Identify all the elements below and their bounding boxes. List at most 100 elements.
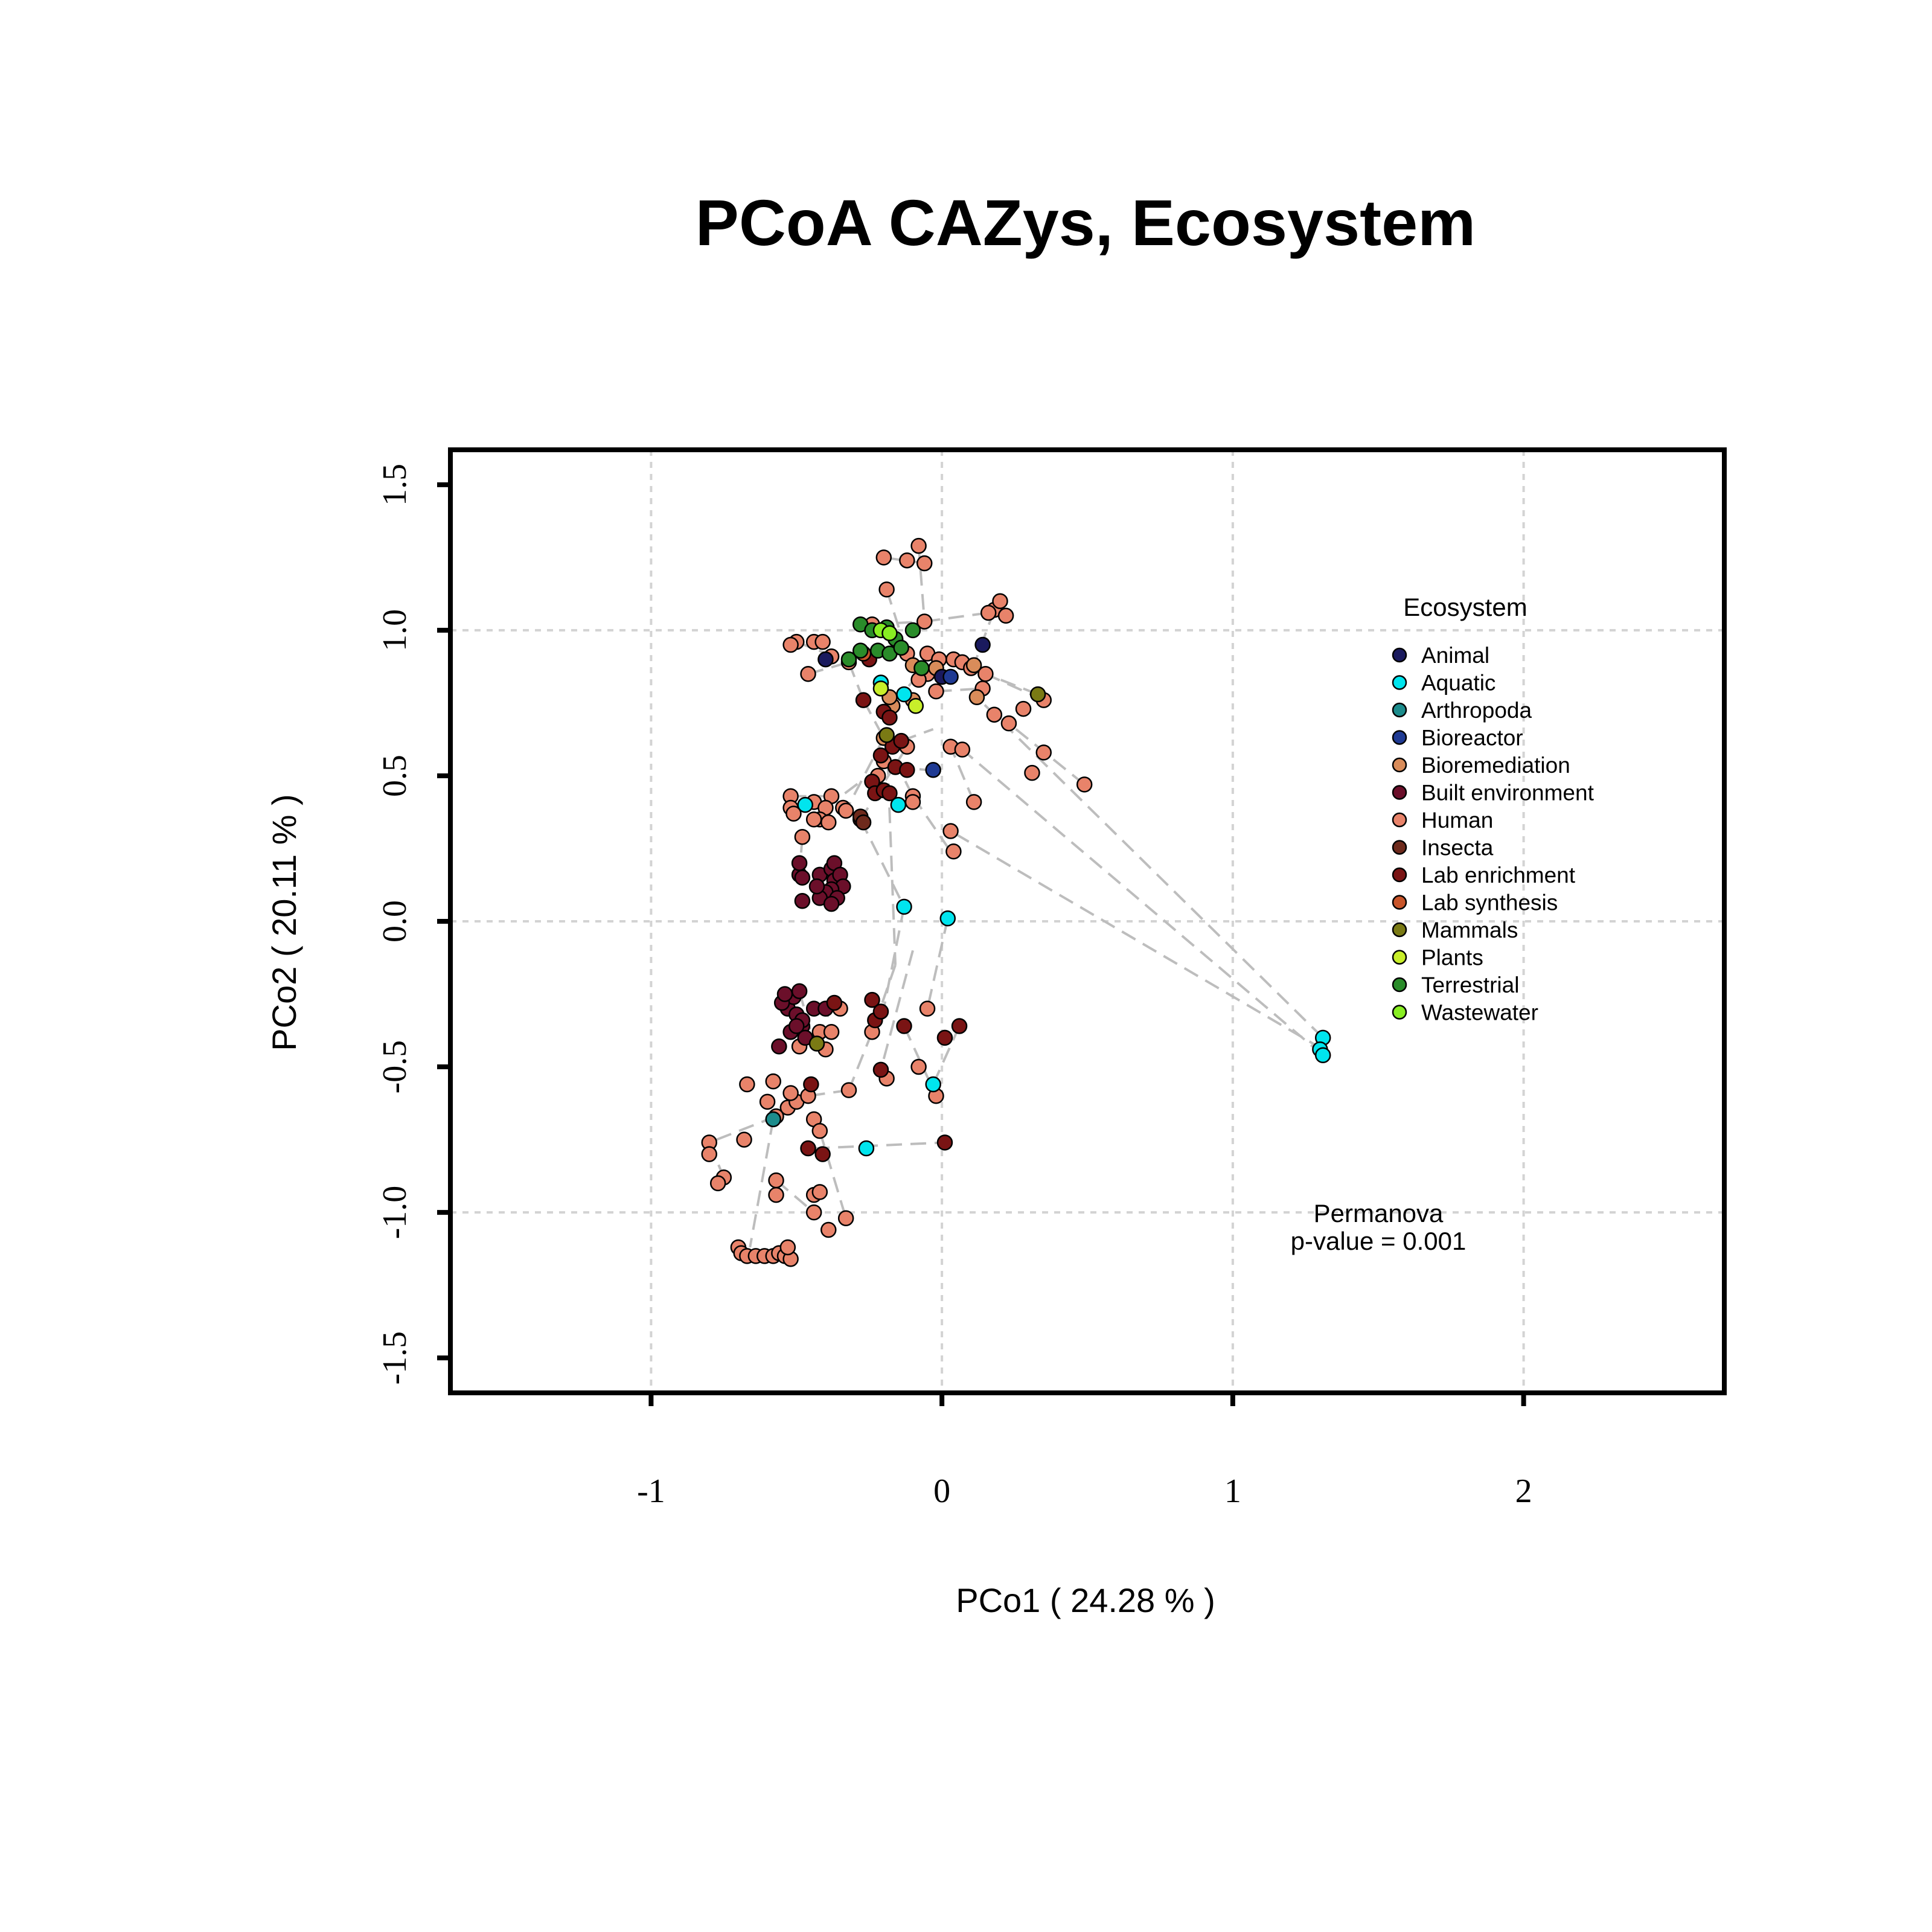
y-axis: -1.5 -1.0 -0.5 0.0 0.5 1.0 1.5 [376, 464, 453, 1385]
legend-label: Wastewater [1421, 1000, 1538, 1025]
data-point [1314, 1047, 1331, 1064]
legend-label: Mammals [1421, 918, 1518, 942]
data-point [811, 1184, 828, 1200]
y-tick-label: -1.5 [376, 1331, 414, 1385]
data-point [968, 689, 985, 706]
data-point [794, 893, 811, 909]
data-point [1029, 686, 1046, 703]
legend-swatch [1392, 757, 1407, 773]
legend-swatch [1392, 785, 1407, 800]
connector-segment [880, 950, 914, 1070]
p-value-label: p-value = 0.001 [1291, 1227, 1467, 1255]
data-point [904, 622, 921, 639]
data-point [701, 1146, 717, 1162]
data-point [899, 552, 915, 569]
data-point [840, 651, 857, 668]
data-point [936, 1029, 953, 1046]
data-point [878, 727, 895, 743]
data-point [899, 762, 915, 778]
data-point [826, 994, 843, 1011]
data-point [797, 796, 813, 813]
data-point [837, 1210, 854, 1226]
x-tick-label: 2 [1515, 1473, 1532, 1510]
data-point [881, 625, 898, 641]
legend-label: Terrestrial [1421, 973, 1519, 997]
data-point [881, 785, 898, 802]
data-point [942, 823, 959, 839]
permanova-label: Permanova [1314, 1199, 1444, 1227]
data-point [800, 1140, 816, 1157]
data-point [997, 607, 1014, 624]
x-axis-label: PCo1 ( 24.28 % ) [956, 1581, 1215, 1619]
data-point [945, 843, 962, 860]
data-point [942, 668, 959, 685]
legend-swatch [1392, 867, 1407, 883]
data-point [768, 1172, 784, 1189]
y-tick-label: -1.0 [376, 1186, 414, 1239]
data-point [878, 581, 895, 598]
data-point [820, 814, 837, 831]
data-point [779, 1239, 796, 1256]
data-point [907, 697, 924, 714]
connector-segment [859, 746, 909, 820]
data-point [788, 1018, 805, 1034]
connector-segment [950, 830, 1324, 1051]
data-point [992, 593, 1008, 609]
data-point [785, 805, 802, 822]
data-point [837, 802, 854, 819]
legend-label: Human [1421, 808, 1493, 833]
connector-segment [709, 1115, 777, 1144]
legend-label: Animal [1421, 643, 1489, 668]
data-point [980, 604, 997, 621]
legend-label: Bioreactor [1421, 726, 1523, 750]
legend-swatch [1392, 647, 1407, 663]
connector-segment [775, 1179, 815, 1214]
data-point [893, 732, 909, 749]
legend-label: Insecta [1421, 836, 1494, 860]
data-point [808, 878, 825, 895]
legend-swatch [1392, 895, 1407, 910]
connector-segment [961, 749, 1324, 1057]
data-point [1076, 776, 1093, 793]
legend-label: Lab enrichment [1421, 863, 1576, 888]
data-point [811, 1122, 828, 1139]
connector-segment [949, 746, 975, 803]
data-point [872, 680, 889, 697]
data-point [768, 1186, 784, 1203]
data-point [820, 1221, 837, 1238]
legend-swatch [1392, 812, 1407, 828]
data-point [852, 642, 869, 659]
data-point [765, 1111, 781, 1128]
data-point [904, 794, 921, 810]
connector-segment [814, 1141, 945, 1150]
data-point [913, 660, 930, 676]
connector-segment [932, 1025, 961, 1085]
connector-segment [924, 611, 989, 623]
data-point [1035, 744, 1052, 761]
y-tick-label: -0.5 [376, 1040, 414, 1094]
y-tick-label: 1.0 [376, 609, 414, 651]
legend-swatch [1392, 950, 1407, 965]
connector-segment [926, 918, 949, 1009]
data-point [896, 1018, 912, 1034]
x-tick-label: 1 [1224, 1473, 1241, 1510]
data-point [805, 811, 822, 828]
legend-swatch [1392, 922, 1407, 938]
legend-swatch [1392, 702, 1407, 718]
data-point [794, 828, 811, 845]
data-point [925, 1076, 941, 1093]
data-point [855, 814, 872, 831]
data-point [951, 1018, 968, 1034]
data-points [701, 537, 1331, 1267]
data-point [974, 636, 991, 653]
data-point [954, 741, 971, 758]
data-point [872, 1003, 889, 1020]
grid-lines [450, 450, 1724, 1393]
legend-label: Built environment [1421, 781, 1595, 805]
data-point [1015, 700, 1032, 717]
connector-segment [818, 1130, 848, 1219]
legend-swatch [1392, 1005, 1407, 1020]
x-tick-label: 0 [933, 1473, 950, 1510]
data-point [919, 1000, 936, 1017]
